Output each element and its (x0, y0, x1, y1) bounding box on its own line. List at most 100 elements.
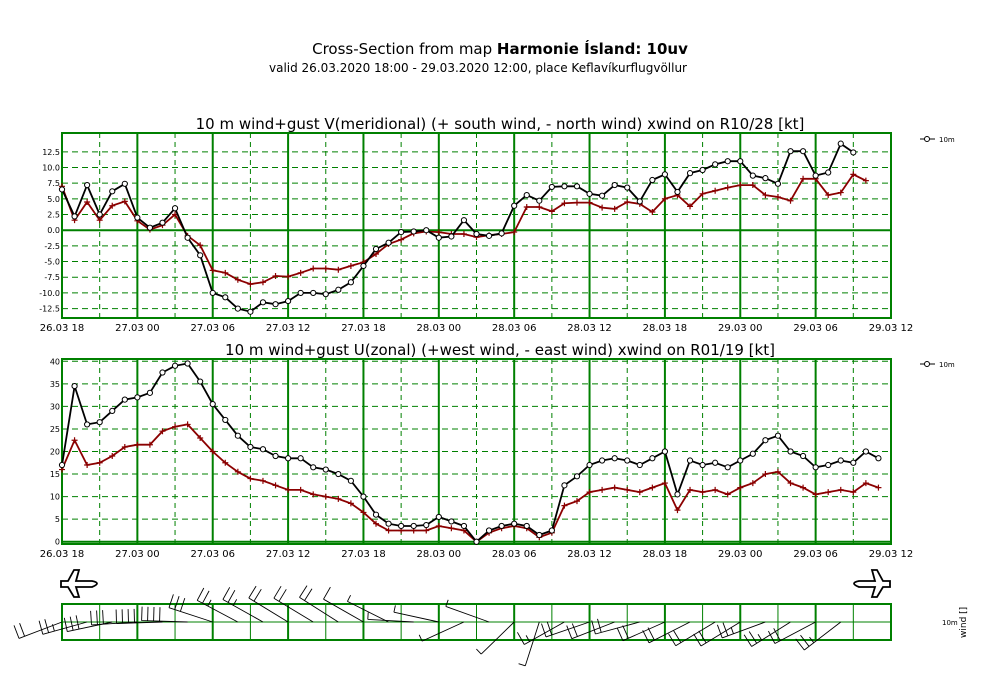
panel2-ytick-label: 20 (50, 448, 60, 457)
panel2-wind-point (234, 432, 241, 439)
panel2-wind-point (184, 360, 191, 367)
wind-barb (476, 621, 515, 655)
panel2-wind-point (636, 461, 643, 469)
panel2-wind-point (146, 389, 154, 396)
panel1-wind-point (385, 239, 392, 246)
panel2-ytick-label: 0 (55, 538, 60, 547)
panel2-gust-point (259, 477, 266, 484)
panel2-gust-point (310, 491, 317, 498)
panel1-gust-point (536, 204, 543, 210)
panel2-gust-point (209, 448, 216, 455)
panel1-gust-point (724, 184, 731, 191)
panel2-xtick-label: 26.03 18 (40, 549, 85, 560)
panel2-gust-point (774, 468, 781, 475)
panel1-gust-point (259, 279, 266, 286)
panel2-xtick-label: 27.03 12 (266, 549, 311, 560)
panel2-wind-point (121, 396, 128, 403)
panel1-gust-point (335, 266, 342, 273)
panel2-wind-point (774, 432, 782, 439)
meridional-wind-panel: -12.5 -10.0 -7.5 -5.0 -2.5 0.0 2.5 5.0 7.5 10.0 12… (39, 132, 913, 334)
panel1-wind-point (825, 169, 832, 176)
panel2-gust-point (272, 482, 279, 489)
wind-barb (299, 585, 339, 623)
panel1-wind-point (121, 180, 128, 187)
panel2-wind-point (573, 473, 581, 480)
panel1-wind-point (737, 158, 744, 165)
panel2-gust-point (661, 480, 668, 487)
panel2-wind-point (209, 401, 216, 408)
panel2-ytick-label: 25 (50, 425, 60, 434)
panel1-wind-point (485, 232, 493, 239)
panel2-wind-point (435, 513, 442, 521)
panel1-wind-point (611, 181, 618, 189)
figure-subtitle: valid 26.03.2020 18:00 - 29.03.2020 12:0… (269, 61, 687, 75)
wind-barb (367, 612, 414, 623)
wind-barb (393, 605, 439, 623)
panel1-gust-point (737, 182, 744, 189)
panel2-wind-point (749, 450, 756, 457)
panel1-gust-point (460, 230, 467, 237)
panel2-wind-point (523, 522, 530, 530)
panel2-legend-label: 10m (939, 361, 955, 369)
panel2-wind-point (762, 437, 769, 444)
wind-barb (115, 608, 163, 624)
panel1-gust-point (209, 267, 216, 274)
panel1-gust-point (624, 198, 631, 205)
wind-barb (13, 621, 63, 639)
panel1-wind-point (850, 149, 857, 156)
panel1-wind-point (347, 279, 354, 286)
panel2-wind-point (109, 407, 116, 414)
panel2-gust-point (850, 489, 857, 496)
panel1-wind-point (712, 161, 719, 168)
panel1-xtick-label: 27.03 18 (341, 323, 386, 334)
airplane-icon-left (60, 569, 98, 598)
panel1-gust-point (699, 190, 706, 197)
panel1-wind-point (686, 170, 694, 177)
wind-barb-panel (13, 585, 892, 667)
panel2-wind-point (724, 464, 731, 471)
panel2-wind-point (737, 457, 744, 464)
wind-barb (642, 621, 691, 644)
panel1-wind-point (234, 305, 241, 312)
panel2-wind-point (611, 455, 618, 462)
panel2-wind-point (850, 459, 857, 466)
panel2-wind-point (259, 446, 267, 453)
panel1-wind-point (599, 192, 606, 199)
panel1-gust-point (121, 198, 128, 205)
panel2-wind-point (347, 477, 354, 484)
wind-barb (222, 587, 264, 623)
wind-barb (90, 610, 138, 626)
panel2-gust-point (96, 459, 103, 466)
wind-barb (418, 621, 465, 642)
panel1-xtick-label: 29.03 06 (793, 323, 838, 334)
panel1-wind-point (71, 213, 78, 220)
wind-barb (743, 621, 791, 647)
panel2-gust-point (448, 525, 455, 532)
panel2-gust-point (197, 434, 204, 441)
panel2-gust-point (724, 491, 731, 498)
panel2-ytick-label: 10 (50, 493, 60, 502)
panel2-wind-point (297, 455, 304, 462)
wind-barb (518, 621, 540, 667)
panel1-gust-point (837, 189, 844, 196)
panel1-ytick-label: 5.0 (47, 195, 60, 204)
panel2-ytick-label: 35 (50, 380, 60, 389)
panel1-gust-point (272, 272, 279, 279)
panel2-gust-point (297, 486, 304, 493)
panel2-wind-point (624, 457, 631, 464)
panel2-gust-point (561, 502, 568, 509)
panel1-gust-point (649, 209, 656, 216)
panel2-gust-point (737, 484, 744, 491)
panel2-wind-point (448, 518, 455, 525)
panel1-wind-point (159, 219, 166, 226)
panel1-ytick-label: -12.5 (39, 305, 60, 314)
panel2-gust-point (875, 484, 882, 491)
panel2-gust-point (247, 475, 254, 482)
panel1-frame (61, 132, 892, 319)
panel2-gust-point (109, 453, 116, 460)
panel1-wind-point (473, 230, 480, 238)
panel2-xtick-label: 28.03 18 (643, 549, 688, 560)
panel2-wind-point (699, 461, 706, 469)
panel2-wind-point (272, 452, 279, 460)
wind-barb (168, 594, 213, 623)
